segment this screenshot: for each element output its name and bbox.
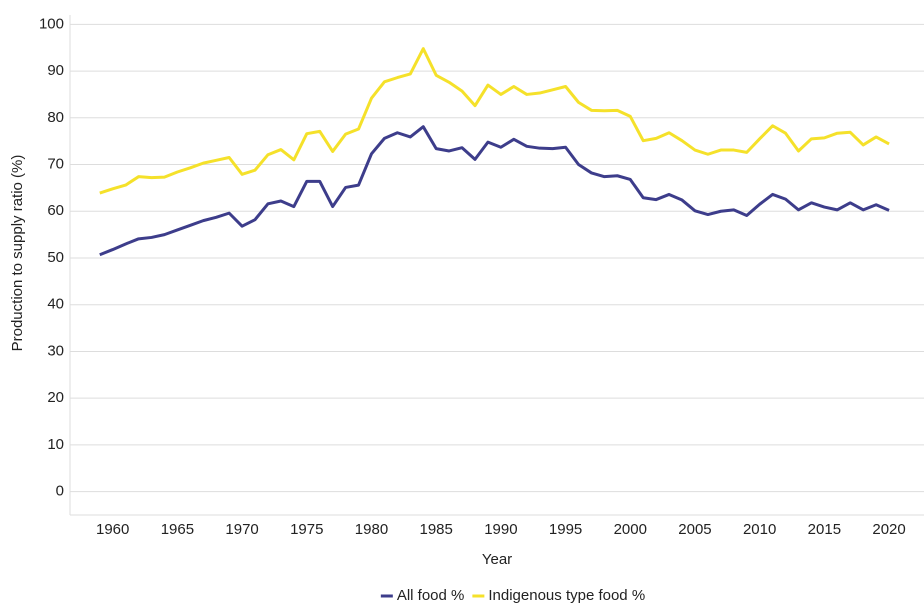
x-tick-label: 1995 [549, 521, 582, 538]
y-tick-label: 80 [47, 109, 64, 126]
x-tick-label: 2005 [678, 521, 711, 538]
x-tick-label: 2000 [614, 521, 647, 538]
x-axis-label: Year [482, 551, 512, 568]
y-tick-label: 90 [47, 62, 64, 79]
y-tick-label: 0 [56, 483, 64, 500]
y-tick-label: 30 [47, 342, 64, 359]
series-line [99, 125, 890, 257]
y-axis-label: Production to supply ratio (%) [9, 155, 26, 352]
x-tick-label: 1975 [290, 521, 323, 538]
y-tick-label: 60 [47, 202, 64, 219]
x-tick-label: 1970 [225, 521, 258, 538]
x-tick-label: 1985 [419, 521, 452, 538]
y-tick-label: 50 [47, 249, 64, 266]
legend-label: Indigenous type food % [488, 587, 645, 604]
x-tick-label: 1960 [96, 521, 129, 538]
series-line [99, 47, 890, 195]
x-tick-label: 1965 [161, 521, 194, 538]
x-tick-label: 1990 [484, 521, 517, 538]
y-tick-label: 70 [47, 156, 64, 173]
x-tick-label: 2020 [872, 521, 905, 538]
legend-label: All food % [397, 587, 465, 604]
y-tick-label: 40 [47, 296, 64, 313]
x-tick-label: 1980 [355, 521, 388, 538]
y-tick-label: 20 [47, 389, 64, 406]
y-tick-label: 100 [39, 15, 64, 32]
y-tick-label: 10 [47, 436, 64, 453]
x-tick-label: 2015 [808, 521, 841, 538]
x-tick-label: 2010 [743, 521, 776, 538]
